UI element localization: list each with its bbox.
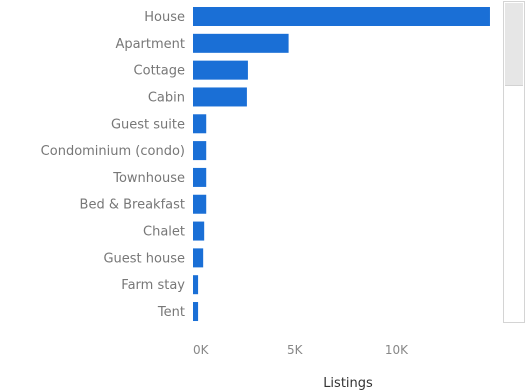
category-label: Bed & Breakfast [80,198,185,213]
category-label: Cabin [148,90,185,105]
x-axis-ticks: 0K 5K 10K [193,343,409,357]
x-tick-label: 5K [287,343,304,357]
category-label: Townhouse [112,171,185,186]
category-label: Tent [157,305,185,320]
bar[interactable] [193,194,207,214]
vertical-scrollbar[interactable] [503,1,525,323]
category-label: Condominium (condo) [41,144,185,159]
category-label: Apartment [115,37,185,52]
bars [193,7,490,322]
bar[interactable] [193,87,247,107]
x-axis-title: Listings [323,376,373,391]
bar[interactable] [193,60,248,80]
bar[interactable] [193,221,205,241]
category-label: Guest suite [111,117,185,132]
scrollbar-thumb[interactable] [505,3,523,86]
x-tick-label: 10K [385,343,409,357]
bar[interactable] [193,141,207,161]
category-labels: House Apartment Cottage Cabin Guest suite Con… [41,10,186,320]
bar[interactable] [193,275,199,295]
category-label: Chalet [143,225,185,240]
bar[interactable] [193,302,199,322]
category-label: Guest house [103,251,185,266]
bar[interactable] [193,7,490,26]
category-label: Cottage [134,64,185,79]
category-label: Farm stay [121,278,185,293]
x-tick-label: 0K [193,343,210,357]
bar[interactable] [193,33,289,53]
bar[interactable] [193,167,207,187]
bar[interactable] [193,248,204,268]
category-label: House [144,10,185,25]
bar[interactable] [193,114,207,134]
